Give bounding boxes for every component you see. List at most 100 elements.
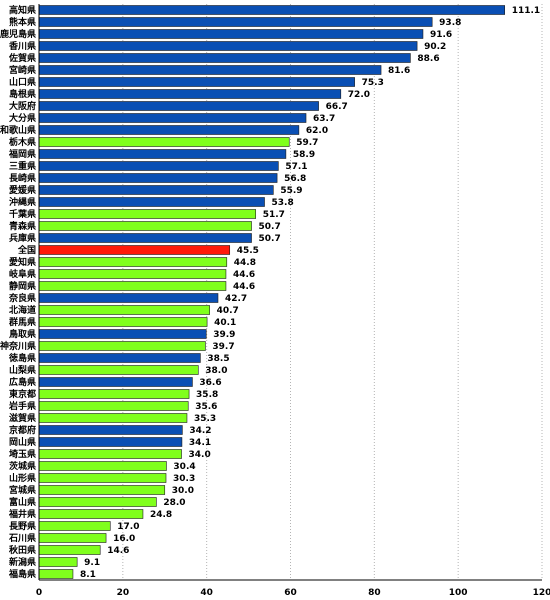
value-label: 40.1 <box>214 318 236 328</box>
value-label: 75.3 <box>362 78 384 88</box>
category-label: 富山県 <box>9 496 36 508</box>
category-label: 新潟県 <box>9 556 36 568</box>
x-tick-label: 60 <box>284 588 297 598</box>
value-label: 72.0 <box>348 90 370 100</box>
value-label: 30.4 <box>173 462 195 472</box>
bar <box>38 233 252 243</box>
bar <box>38 509 144 519</box>
value-label: 91.6 <box>430 30 452 40</box>
value-label: 42.7 <box>225 294 247 304</box>
category-label: 福島県 <box>8 568 36 580</box>
bar <box>38 65 382 75</box>
value-label: 53.8 <box>272 198 294 208</box>
category-label: 静岡県 <box>9 280 36 292</box>
x-tick-label: 40 <box>200 588 213 598</box>
value-label: 39.7 <box>212 342 234 352</box>
bar <box>38 389 190 399</box>
bars <box>38 5 505 579</box>
gridlines <box>38 4 543 580</box>
value-label: 88.6 <box>417 54 439 64</box>
category-label: 石川県 <box>8 533 36 544</box>
bar <box>38 521 111 531</box>
category-label: 愛知県 <box>9 256 36 268</box>
value-label: 40.7 <box>217 306 239 316</box>
value-label: 17.0 <box>117 522 139 532</box>
category-label: 滋賀県 <box>9 412 36 424</box>
value-label: 111.1 <box>512 6 540 16</box>
bar <box>38 557 78 567</box>
value-label: 38.0 <box>205 366 227 376</box>
category-label: 東京都 <box>9 388 36 400</box>
category-label: 長野県 <box>9 521 36 532</box>
bar <box>38 77 355 87</box>
bar <box>38 269 227 279</box>
bar <box>38 401 189 411</box>
bar <box>38 281 227 291</box>
bar <box>38 497 157 507</box>
category-label: 香川県 <box>8 40 36 52</box>
x-axis: 0 20 40 60 80 100 120 <box>36 4 550 598</box>
value-label: 45.5 <box>237 246 259 256</box>
value-label: 35.3 <box>194 414 216 424</box>
x-tick-label: 20 <box>117 588 130 598</box>
bar <box>38 377 193 387</box>
category-label: 高知県 <box>9 4 36 16</box>
value-label: 30.0 <box>172 486 194 496</box>
category-label: 鳥取県 <box>9 328 36 340</box>
value-label: 16.0 <box>113 534 135 544</box>
category-label: 兵庫県 <box>9 232 36 244</box>
category-label: 大阪府 <box>9 100 36 112</box>
bar <box>38 149 287 159</box>
bar <box>38 245 231 255</box>
value-label: 14.6 <box>107 546 129 556</box>
category-label: 福岡県 <box>8 148 36 160</box>
value-label: 28.0 <box>163 498 185 508</box>
value-label: 24.8 <box>150 510 172 520</box>
value-label: 66.7 <box>326 102 348 112</box>
bar <box>38 29 424 39</box>
value-label: 30.3 <box>173 474 195 484</box>
bar <box>38 317 208 327</box>
bar <box>38 221 252 231</box>
category-label: 沖縄県 <box>9 196 36 208</box>
bar <box>38 425 183 435</box>
bar <box>38 545 101 555</box>
category-label: 奈良県 <box>8 292 36 304</box>
x-tick-label: 80 <box>368 588 381 598</box>
value-label: 62.0 <box>306 126 328 136</box>
category-label: 山口県 <box>9 76 36 88</box>
category-label: 三重県 <box>9 160 36 172</box>
value-label: 81.6 <box>388 66 410 76</box>
bar <box>38 413 188 423</box>
category-label: 秋田県 <box>8 544 36 556</box>
category-label: 大分県 <box>9 112 36 124</box>
value-label: 44.6 <box>233 282 255 292</box>
category-label: 山梨県 <box>9 364 36 376</box>
category-label: 埼玉県 <box>9 448 36 460</box>
category-label: 愛媛県 <box>9 184 36 196</box>
bar <box>38 485 166 495</box>
bar <box>38 329 207 339</box>
value-label: 93.8 <box>439 18 461 28</box>
value-label: 57.1 <box>285 162 307 172</box>
value-label: 55.9 <box>280 186 302 196</box>
value-label: 90.2 <box>424 42 446 52</box>
bar <box>38 473 167 483</box>
bar <box>38 101 319 111</box>
category-label: 山形県 <box>9 472 36 484</box>
value-label: 51.7 <box>263 210 285 220</box>
value-label: 58.9 <box>293 150 315 160</box>
bar <box>38 197 265 207</box>
value-label: 59.7 <box>296 138 318 148</box>
category-label: 群馬県 <box>8 316 36 328</box>
value-label: 44.8 <box>234 258 256 268</box>
category-label: 福井県 <box>8 508 36 520</box>
value-label: 34.1 <box>189 438 211 448</box>
value-label: 56.8 <box>284 174 306 184</box>
category-label: 島根県 <box>9 88 36 100</box>
category-label: 宮城県 <box>9 484 36 496</box>
value-label: 8.1 <box>80 570 96 580</box>
category-label: 神奈川県 <box>0 340 36 352</box>
bar <box>38 449 182 459</box>
